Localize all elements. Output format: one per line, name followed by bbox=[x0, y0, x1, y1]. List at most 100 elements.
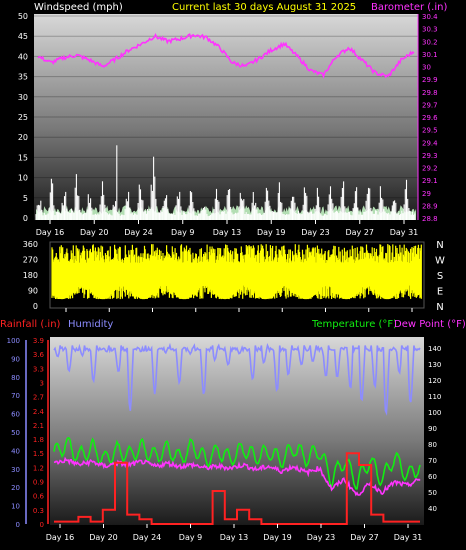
wind-tick-label: 30 bbox=[18, 93, 28, 102]
humidity-tick-label: 90 bbox=[11, 355, 20, 363]
rain-tick-label: 3.6 bbox=[33, 351, 45, 359]
x-tick-label: Day 24 bbox=[124, 228, 153, 237]
rain-tick-label: 2.7 bbox=[33, 394, 44, 402]
x-tick-label: Day 16 bbox=[36, 228, 65, 237]
barometer-tick-label: 29.6 bbox=[422, 114, 438, 122]
barometer-tick-label: 29.4 bbox=[422, 139, 438, 147]
dewpoint-label: Dew Point (°F) bbox=[394, 319, 466, 330]
temperature-tick-label: 50 bbox=[428, 489, 437, 497]
compass-label: N bbox=[436, 302, 443, 313]
temperature-tick-label: 70 bbox=[428, 457, 437, 465]
x-tick-label: Day 31 bbox=[394, 533, 423, 542]
barometer-tick-label: 29.9 bbox=[422, 76, 438, 84]
direction-tick-label: 270 bbox=[23, 256, 38, 265]
humidity-tick-label: 80 bbox=[11, 374, 20, 382]
temperature-label: Temperature (°F) bbox=[311, 319, 397, 330]
x-tick-label: Day 23 bbox=[301, 228, 330, 237]
temperature-tick-label: 130 bbox=[428, 361, 441, 369]
x-tick-label: Day 20 bbox=[89, 533, 118, 542]
wind-tick-label: 5 bbox=[23, 194, 28, 203]
humidity-tick-label: 60 bbox=[11, 411, 20, 419]
direction-tick-label: 360 bbox=[23, 240, 38, 249]
rain-tick-label: 0.9 bbox=[33, 479, 44, 487]
humidity-tick-label: 30 bbox=[11, 466, 20, 474]
barometer-tick-label: 29.5 bbox=[422, 127, 438, 135]
compass-label: E bbox=[437, 287, 443, 298]
rain-tick-label: 2.4 bbox=[33, 408, 45, 416]
wind-tick-label: 40 bbox=[18, 52, 28, 61]
humidity-tick-label: 50 bbox=[11, 429, 20, 437]
rain-tick-label: 3 bbox=[40, 379, 44, 387]
barometer-tick-label: 30.1 bbox=[422, 51, 438, 59]
wind-tick-label: 25 bbox=[18, 113, 28, 122]
barometer-tick-label: 29.7 bbox=[422, 101, 438, 109]
barometer-tick-label: 30.4 bbox=[422, 13, 438, 21]
rainfall-line bbox=[54, 452, 420, 525]
humidity-tick-label: 40 bbox=[11, 447, 20, 455]
barometer-tick-label: 29.8 bbox=[422, 89, 438, 97]
humidity-label: Humidity bbox=[68, 319, 113, 330]
temperature-tick-label: 90 bbox=[428, 425, 437, 433]
x-tick-label: Day 9 bbox=[179, 533, 202, 542]
barometer-line bbox=[37, 32, 415, 80]
rain-tick-label: 1.5 bbox=[33, 450, 44, 458]
temperature-tick-label: 110 bbox=[428, 393, 441, 401]
barometer-tick-label: 28.8 bbox=[422, 215, 438, 223]
compass-label: W bbox=[435, 256, 445, 267]
rain-tick-label: 3.9 bbox=[33, 337, 44, 345]
rainfall-label: Rainfall (.in) bbox=[0, 319, 61, 330]
temperature-tick-label: 60 bbox=[428, 473, 437, 481]
x-tick-label: Day 19 bbox=[257, 228, 286, 237]
humidity-tick-label: 70 bbox=[11, 392, 20, 400]
temperature-tick-label: 100 bbox=[428, 409, 441, 417]
barometer-tick-label: 29.2 bbox=[422, 165, 438, 173]
humidity-line bbox=[53, 342, 421, 416]
temperature-tick-label: 40 bbox=[428, 505, 437, 513]
wind-tick-label: 15 bbox=[18, 153, 28, 162]
chart-center-title: Current last 30 days August 31 2025 bbox=[172, 2, 356, 13]
humidity-tick-label: 100 bbox=[7, 337, 20, 345]
barometer-tick-label: 29.1 bbox=[422, 177, 438, 185]
temperature-tick-label: 80 bbox=[428, 441, 437, 449]
barometer-label: Barometer (.in) bbox=[371, 2, 447, 13]
barometer-tick-label: 30.3 bbox=[422, 26, 438, 34]
x-tick-label: Day 31 bbox=[390, 228, 419, 237]
direction-tick-label: 0 bbox=[33, 302, 38, 311]
temperature-line bbox=[53, 436, 421, 490]
x-tick-label: Day 9 bbox=[171, 228, 194, 237]
bottom-panel-background bbox=[50, 337, 424, 525]
wind-tick-label: 35 bbox=[18, 73, 28, 82]
rain-tick-label: 1.2 bbox=[33, 464, 44, 472]
temperature-tick-label: 120 bbox=[428, 377, 441, 385]
compass-label: N bbox=[436, 240, 443, 251]
rain-tick-label: 1.8 bbox=[33, 436, 44, 444]
rain-tick-label: 2.1 bbox=[33, 422, 44, 430]
x-tick-label: Day 13 bbox=[213, 228, 242, 237]
direction-tick-label: 90 bbox=[28, 287, 38, 296]
bottom-panel: 0 0.3 0.6 0.9 1.2 1.5 1.8 2.1 2.4 2.7 3 3.3 3.6 3.9 0 1… bbox=[7, 337, 442, 542]
humidity-tick-label: 10 bbox=[11, 503, 20, 511]
compass-label: S bbox=[437, 271, 443, 282]
barometer-tick-label: 28.9 bbox=[422, 202, 438, 210]
wind-tick-label: 0 bbox=[23, 214, 28, 223]
barometer-tick-label: 30.2 bbox=[422, 38, 438, 46]
x-tick-label: Day 19 bbox=[263, 533, 292, 542]
rain-tick-label: 0.3 bbox=[33, 507, 44, 515]
top-panel-background bbox=[34, 14, 418, 220]
windspeed-label: Windspeed (mph) bbox=[34, 2, 123, 13]
barometer-tick-label: 29.3 bbox=[422, 152, 438, 160]
rain-tick-label: 0.6 bbox=[33, 493, 45, 501]
x-tick-label: Day 27 bbox=[345, 228, 374, 237]
barometer-tick-label: 30 bbox=[422, 64, 431, 72]
x-tick-label: Day 23 bbox=[307, 533, 336, 542]
humidity-tick-label: 0 bbox=[16, 521, 20, 529]
wind-tick-label: 50 bbox=[18, 12, 28, 21]
wind-tick-label: 20 bbox=[18, 133, 28, 142]
temperature-tick-label: 140 bbox=[428, 345, 441, 353]
x-tick-label: Day 13 bbox=[220, 533, 249, 542]
x-tick-label: Day 27 bbox=[350, 533, 379, 542]
rain-tick-label: 3.3 bbox=[33, 365, 44, 373]
top-panel: 0 5 10 15 20 25 30 35 40 45 50 28.8 28.9 29 29.1 29.2 29… bbox=[18, 12, 438, 237]
